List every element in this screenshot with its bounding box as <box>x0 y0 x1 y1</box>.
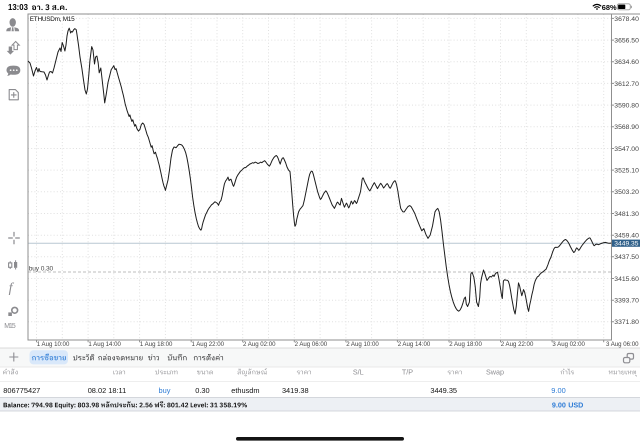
svg-text:3437.50: 3437.50 <box>614 254 639 261</box>
svg-text:3393.70: 3393.70 <box>614 298 639 305</box>
svg-text:T/P: T/P <box>402 367 413 376</box>
svg-text:1 Aug 18:00: 1 Aug 18:00 <box>140 341 173 348</box>
svg-text:ethusdm: ethusdm <box>231 386 259 395</box>
svg-text:USD: USD <box>568 400 583 409</box>
svg-text:3590.80: 3590.80 <box>614 103 639 110</box>
svg-text:3371.80: 3371.80 <box>614 319 639 326</box>
svg-text:9.00: 9.00 <box>551 386 565 395</box>
svg-text:S/L: S/L <box>353 367 364 376</box>
svg-text:806775427: 806775427 <box>3 386 40 395</box>
svg-text:Swap: Swap <box>486 367 504 376</box>
svg-text:3678.40: 3678.40 <box>614 16 639 23</box>
svg-text:2 Aug 02:00: 2 Aug 02:00 <box>243 341 276 348</box>
svg-text:3459.40: 3459.40 <box>614 233 639 240</box>
svg-text:68%: 68% <box>602 3 617 12</box>
svg-text:2 Aug 06:00: 2 Aug 06:00 <box>295 341 328 348</box>
svg-text:3568.90: 3568.90 <box>614 124 639 131</box>
svg-text:13:03: 13:03 <box>8 3 29 12</box>
svg-text:3612.70: 3612.70 <box>614 81 639 88</box>
svg-text:2 Aug 10:00: 2 Aug 10:00 <box>346 341 379 348</box>
svg-text:2 Aug 22:00: 2 Aug 22:00 <box>501 341 534 348</box>
svg-text:9.00: 9.00 <box>552 400 566 409</box>
svg-text:0.30: 0.30 <box>195 386 209 395</box>
svg-text:2 Aug 14:00: 2 Aug 14:00 <box>398 341 431 348</box>
svg-text:3656.50: 3656.50 <box>614 38 639 45</box>
svg-text:2 Aug 18:00: 2 Aug 18:00 <box>449 341 482 348</box>
svg-text:3547.00: 3547.00 <box>614 146 639 153</box>
svg-text:3 Aug 06:00: 3 Aug 06:00 <box>606 341 639 348</box>
svg-text:3419.38: 3419.38 <box>282 386 309 395</box>
svg-text:1 Aug 22:00: 1 Aug 22:00 <box>192 341 225 348</box>
svg-text:3449.35: 3449.35 <box>430 386 457 395</box>
svg-text:3634.60: 3634.60 <box>614 59 639 66</box>
svg-text:f: f <box>9 281 15 296</box>
svg-text:1 Aug 14:00: 1 Aug 14:00 <box>88 341 121 348</box>
svg-text:buy 0.30: buy 0.30 <box>29 266 54 273</box>
svg-text:08.02 18:11: 08.02 18:11 <box>88 386 127 395</box>
svg-text:3 Aug 02:00: 3 Aug 02:00 <box>552 341 585 348</box>
svg-text:3481.30: 3481.30 <box>614 211 639 218</box>
svg-text:3449.35: 3449.35 <box>614 241 638 248</box>
svg-text:3415.60: 3415.60 <box>614 276 639 283</box>
svg-text:buy: buy <box>159 386 171 395</box>
svg-text:M15: M15 <box>4 323 16 330</box>
svg-text:ETHUSDm, M15: ETHUSDm, M15 <box>30 16 75 23</box>
svg-text:3503.20: 3503.20 <box>614 189 639 196</box>
svg-text:3525.10: 3525.10 <box>614 168 639 175</box>
svg-text:1 Aug 10:00: 1 Aug 10:00 <box>37 341 70 348</box>
